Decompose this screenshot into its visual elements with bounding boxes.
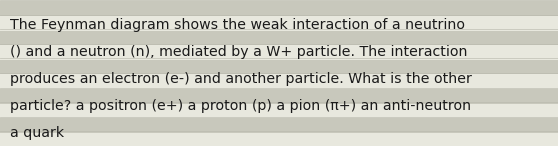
Bar xyxy=(0,45,558,60)
Bar xyxy=(0,16,558,31)
Bar xyxy=(0,60,558,74)
Bar xyxy=(0,74,558,89)
Bar xyxy=(0,118,558,133)
Text: The Feynman diagram shows the weak interaction of a neutrino: The Feynman diagram shows the weak inter… xyxy=(10,18,465,32)
Text: produces an electron (e-) and another particle. What is the other: produces an electron (e-) and another pa… xyxy=(10,72,472,86)
Text: () and a neutron (n), mediated by a W+ particle. The interaction: () and a neutron (n), mediated by a W+ p… xyxy=(10,45,468,59)
Bar xyxy=(0,89,558,104)
Bar xyxy=(0,1,558,16)
Text: a quark: a quark xyxy=(10,126,64,140)
Bar xyxy=(0,0,558,1)
Text: particle? a positron (e+) a proton (p) a pion (π+) an anti-neutron: particle? a positron (e+) a proton (p) a… xyxy=(10,99,471,113)
Bar xyxy=(0,104,558,118)
Bar xyxy=(0,31,558,45)
Bar xyxy=(0,133,558,146)
